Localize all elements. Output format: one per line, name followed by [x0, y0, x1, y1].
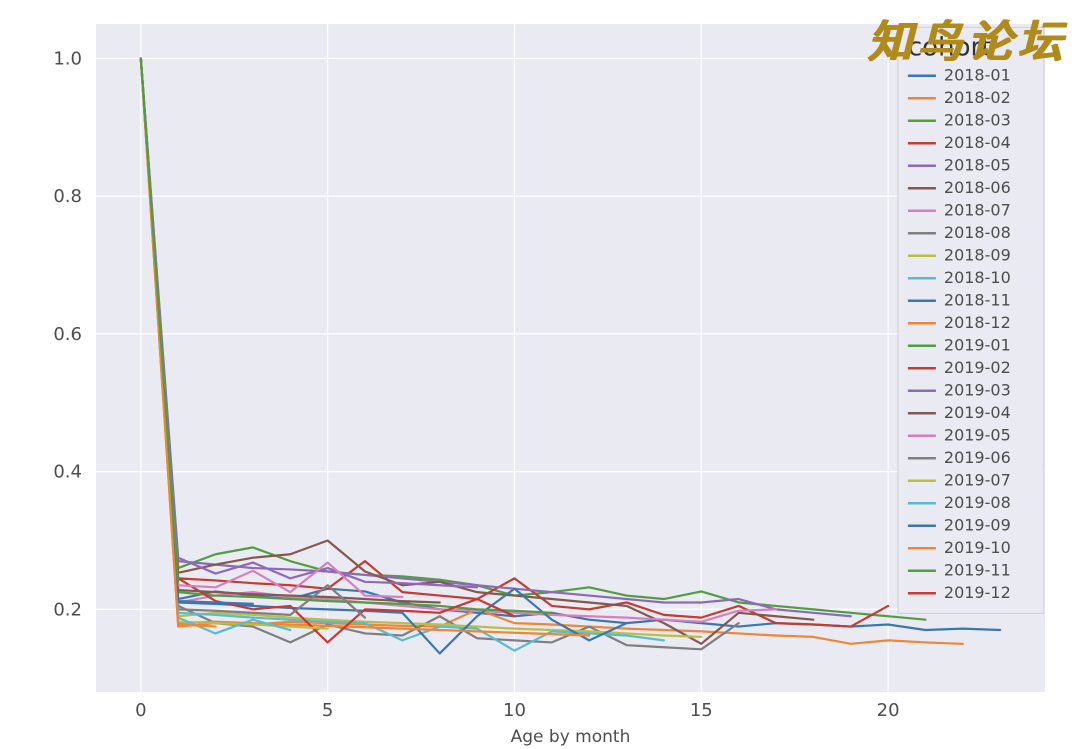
legend-item-label: 2019-08 [944, 493, 1011, 512]
chart-root: 0 5 10 15 20 0.2 0.4 0.6 0.8 1.0 Age by month cohor… [0, 0, 1080, 749]
legend-item-label: 2018-05 [944, 156, 1011, 175]
legend-item-label: 2018-03 [944, 111, 1011, 130]
y-tick-label: 1.0 [53, 48, 82, 69]
legend-item-label: 2019-06 [944, 448, 1011, 467]
legend-item-label: 2019-10 [944, 538, 1011, 557]
x-tick-label: 10 [503, 700, 526, 721]
x-tick-label: 5 [322, 700, 333, 721]
legend-item-label: 2018-06 [944, 178, 1011, 197]
legend-item-label: 2018-12 [944, 313, 1011, 332]
y-tick-label: 0.2 [53, 599, 82, 620]
legend-item-label: 2019-03 [944, 381, 1011, 400]
y-tick-label: 0.6 [53, 324, 82, 345]
legend-item-label: 2018-02 [944, 88, 1011, 107]
legend-item-label: 2018-10 [944, 268, 1011, 287]
legend-item-label: 2019-07 [944, 471, 1011, 490]
legend-item-label: 2018-09 [944, 246, 1011, 265]
legend-item-label: 2019-04 [944, 403, 1011, 422]
legend-item-label: 2018-11 [944, 291, 1011, 310]
legend-item-label: 2019-11 [944, 561, 1011, 580]
legend-item-label: 2018-07 [944, 201, 1011, 220]
x-tick-label: 15 [690, 700, 713, 721]
y-tick-label: 0.4 [53, 462, 82, 483]
legend-item-label: 2018-08 [944, 223, 1011, 242]
legend-title: cohort [908, 32, 991, 62]
legend-item-label: 2018-04 [944, 133, 1011, 152]
legend: cohort 2018-01 2018-02 2018-03 2018-04 2018-0… [898, 27, 1044, 613]
x-tick-label: 0 [135, 700, 146, 721]
y-tick-label: 0.8 [53, 186, 82, 207]
legend-item-label: 2019-12 [944, 583, 1011, 602]
x-axis-label: Age by month [511, 727, 631, 747]
legend-item-label: 2019-05 [944, 426, 1011, 445]
legend-item-label: 2019-02 [944, 358, 1011, 377]
legend-item-label: 2019-09 [944, 516, 1011, 535]
legend-item-label: 2018-01 [944, 66, 1011, 85]
legend-item-label: 2019-01 [944, 336, 1011, 355]
x-tick-label: 20 [877, 700, 900, 721]
